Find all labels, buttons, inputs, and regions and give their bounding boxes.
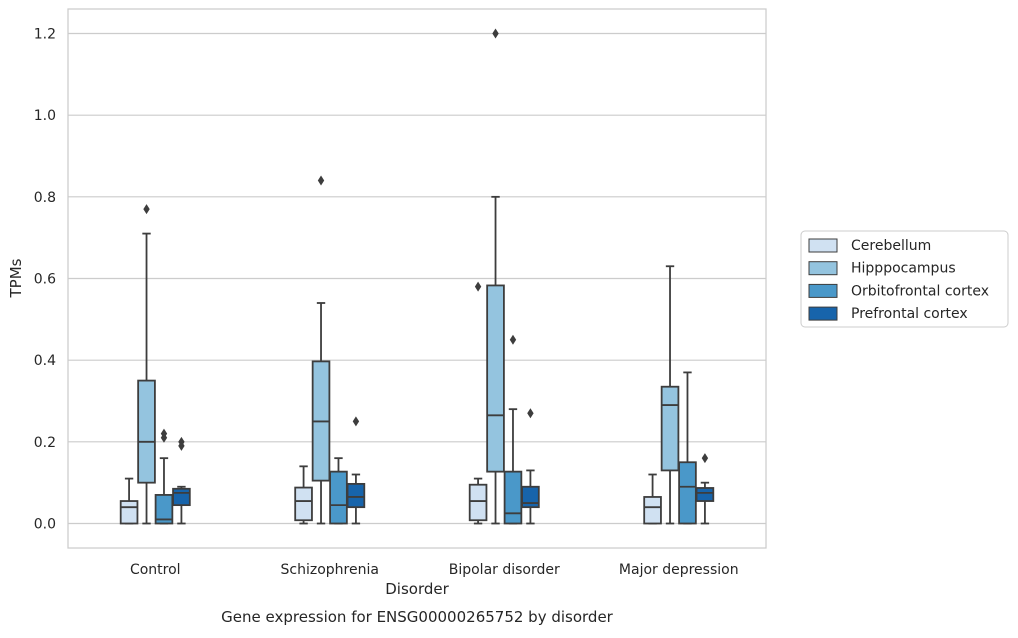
y-tick-label-2: 0.4 [34, 353, 56, 369]
box-3-0-body [643, 496, 662, 525]
box-2-3-flier-0 [527, 408, 534, 419]
box-2-1-body [486, 284, 505, 473]
box-1-3 [346, 416, 366, 525]
box-3-2-body [678, 461, 697, 525]
box-0-1-body [137, 379, 156, 484]
legend-swatch-2 [808, 283, 838, 298]
legend-swatch-0 [808, 238, 838, 253]
box-0-3 [172, 436, 191, 525]
box-0-3-flier-1 [178, 436, 185, 447]
box-3-3-body [695, 487, 715, 502]
box-1-3-flier-0 [352, 416, 360, 427]
y-tick-labels: 0.0 0.2 0.4 0.6 0.8 1.0 1.2 [34, 27, 56, 533]
y-tick-label-3: 0.6 [34, 272, 56, 288]
box-3-1-body [660, 385, 680, 472]
box-0-2-flier-1 [160, 428, 168, 439]
box-2-0 [468, 281, 488, 525]
y-tick-label-1: 0.2 [34, 435, 56, 451]
y-tick-label-4: 0.8 [34, 190, 56, 206]
box-layer [119, 28, 715, 525]
x-tick-labels: Control Schizophrenia Bipolar disorder Majo… [130, 562, 739, 578]
x-axis-label: Disorder [385, 580, 449, 598]
legend: Cerebellum Hipppocampus Orbitofrontal cort… [800, 230, 1009, 328]
box-2-3 [521, 408, 540, 525]
box-0-0 [119, 477, 139, 525]
box-3-1 [660, 265, 680, 525]
box-3-0 [643, 473, 662, 525]
box-2-2-body [503, 470, 523, 525]
x-tick-label-0: Control [130, 562, 181, 578]
legend-label-0: Cerebellum [851, 238, 931, 254]
x-tick-label-3: Major depression [619, 562, 739, 578]
legend-label-3: Prefrontal cortex [851, 306, 968, 322]
box-1-0 [294, 465, 313, 525]
legend-label-2: Orbitofrontal cortex [851, 283, 989, 299]
box-1-3-body [346, 482, 366, 509]
chart-caption: Gene expression for ENSG00000265752 by d… [221, 608, 614, 626]
box-0-2 [154, 428, 174, 525]
box-2-0-flier-0 [474, 281, 482, 292]
box-0-1 [137, 204, 156, 525]
plot-area-frame [67, 8, 767, 549]
legend-label-1: Hipppocampus [851, 261, 956, 277]
box-0-3-body [172, 487, 191, 507]
legend-swatch-1 [808, 261, 838, 276]
box-2-2-flier-0 [509, 334, 517, 345]
box-3-3 [695, 453, 715, 525]
box-0-0-body [119, 500, 139, 525]
x-tick-label-2: Bipolar disorder [449, 562, 560, 578]
y-tick-label-0: 0.0 [34, 517, 56, 533]
y-axis-label: TPMs [7, 258, 25, 298]
y-tick-label-6: 1.2 [34, 27, 56, 43]
box-1-1-flier-0 [317, 175, 325, 186]
legend-frame [800, 230, 1009, 328]
legend-swatch-3 [808, 306, 838, 321]
box-2-1 [486, 28, 505, 525]
box-2-2 [503, 334, 523, 525]
y-tick-label-5: 1.0 [34, 108, 56, 124]
box-1-0-body [294, 486, 313, 522]
box-2-0-body [468, 483, 488, 522]
box-0-2-body [154, 494, 174, 525]
box-1-2-body [329, 470, 348, 525]
x-tick-label-1: Schizophrenia [281, 562, 379, 578]
box-2-3-body [521, 485, 540, 509]
box-3-3-flier-0 [701, 453, 709, 464]
box-2-1-flier-0 [492, 28, 499, 39]
box-1-1 [311, 175, 331, 525]
box-0-1-flier-0 [143, 204, 150, 215]
